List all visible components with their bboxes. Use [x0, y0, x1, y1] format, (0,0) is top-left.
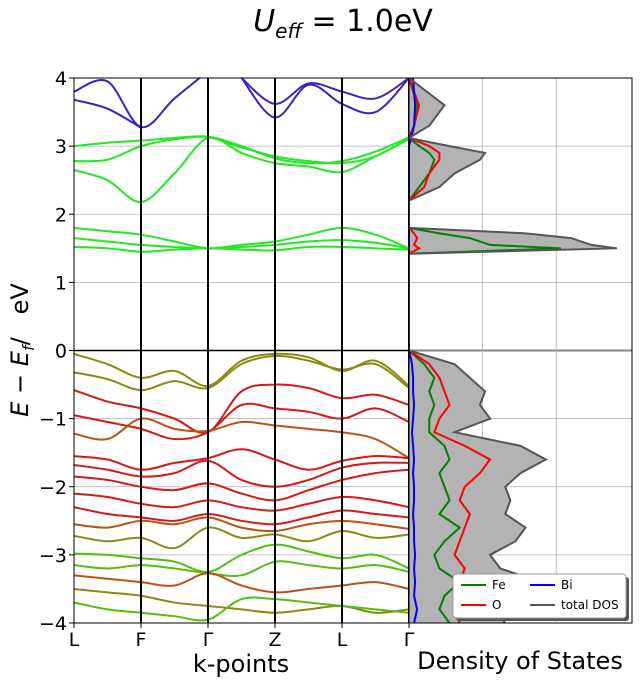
dos-curves	[409, 78, 617, 623]
band-5	[74, 135, 409, 165]
kpoint-label: F	[136, 629, 147, 651]
dos-legend: Fe O Bi total DOS	[452, 573, 629, 621]
kpoint-label: Γ	[203, 629, 214, 651]
band-11	[74, 354, 409, 392]
dos-panel-frame	[408, 77, 633, 624]
band-y-axis-label: E − Ef/ eV	[6, 283, 38, 417]
y-tick-label: −3	[39, 545, 67, 567]
kpoint-label: L	[337, 629, 348, 651]
band-23	[74, 560, 409, 577]
band-14	[74, 417, 409, 460]
dos-line-fe	[409, 78, 562, 623]
band-3	[240, 78, 409, 105]
figure-title: Ueff = 1.0eV	[253, 4, 433, 43]
band-16	[74, 459, 409, 488]
y-tick-label: −2	[39, 477, 67, 499]
band-24	[74, 572, 409, 594]
dos-line-o	[409, 78, 492, 623]
total-dos-fill	[409, 78, 617, 623]
band-lines	[74, 78, 409, 622]
dos-line-total-dos	[409, 78, 617, 623]
band-12	[74, 383, 409, 435]
title-suffix: = 1.0eV	[302, 4, 433, 39]
y-tick-label: 3	[55, 136, 67, 158]
y-tick-label: 1	[55, 272, 67, 294]
ylabel-main: E − E	[6, 350, 34, 417]
legend-label-o: O	[492, 598, 501, 612]
legend-label-bi: Bi	[561, 578, 573, 592]
band-19	[74, 506, 409, 526]
kpoint-label: Γ	[404, 629, 415, 651]
band-7	[74, 226, 409, 250]
legend-label-fe: Fe	[492, 578, 506, 592]
band-18	[74, 492, 409, 512]
y-tick-label: −4	[39, 613, 67, 635]
y-tick-label: 0	[55, 341, 67, 363]
legend-label-total: total DOS	[561, 598, 619, 612]
y-tick-label: 2	[55, 204, 67, 226]
band-4	[74, 135, 409, 165]
band-2	[240, 78, 409, 119]
band-10	[74, 352, 409, 387]
band-15	[74, 448, 409, 471]
band-13	[74, 402, 409, 441]
band-22	[74, 543, 409, 573]
ylabel-unit: / eV	[6, 283, 34, 346]
band-20	[74, 516, 409, 533]
band-26	[74, 596, 409, 622]
kpoint-label: Z	[268, 629, 281, 651]
dos-x-axis-label: Density of States	[417, 647, 623, 675]
band-21	[74, 526, 409, 550]
legend-box	[452, 573, 627, 619]
band-25	[74, 587, 409, 614]
band-17	[74, 468, 409, 502]
y-tick-label: 4	[55, 68, 67, 90]
band-1	[74, 98, 142, 129]
band-x-axis-label: k-points	[193, 650, 289, 678]
band-y-ticks: −4 −3 −2 −1 0 1 2 3 4	[39, 68, 74, 635]
ylabel-subscript: f	[19, 343, 38, 351]
band-8	[74, 237, 409, 250]
dos-line-bi	[409, 78, 419, 623]
band-9	[74, 245, 409, 253]
title-subscript: eff	[275, 19, 304, 43]
band-6	[74, 136, 409, 203]
title-prefix: U	[253, 4, 275, 39]
y-tick-label: −1	[39, 409, 67, 431]
kpoint-label: L	[69, 629, 80, 651]
